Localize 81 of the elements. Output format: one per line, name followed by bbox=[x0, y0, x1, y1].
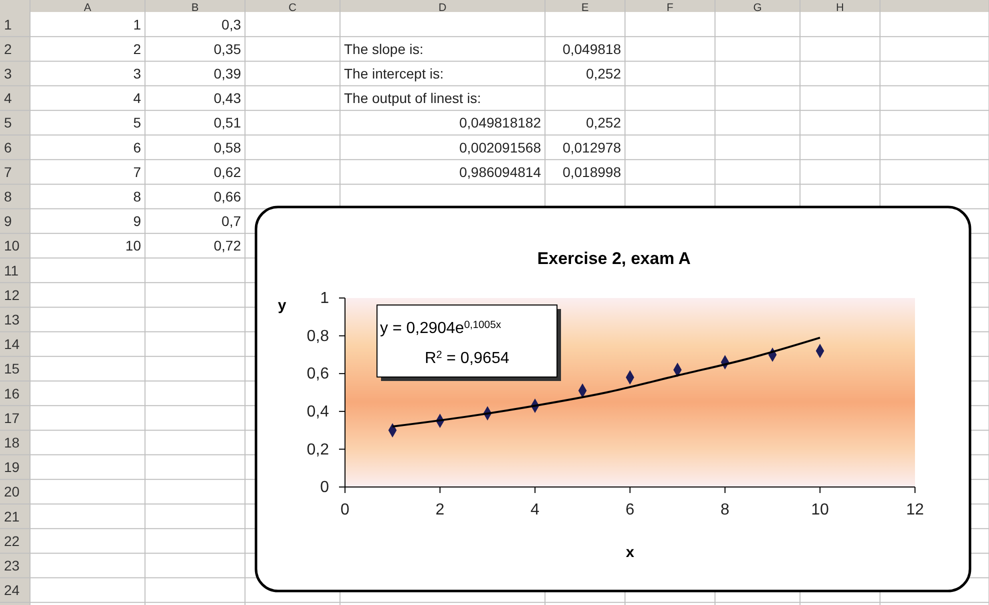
text: 10 bbox=[125, 238, 141, 254]
y-tick-label: 23 bbox=[4, 558, 20, 574]
y-tick-label: 11 bbox=[4, 262, 19, 278]
chart-title: Exercise 2, exam A bbox=[537, 249, 691, 268]
y-tick-label: 9 bbox=[4, 213, 12, 230]
text: 9 bbox=[133, 213, 141, 230]
text: The slope is: bbox=[344, 40, 424, 57]
y-tick-label: 15 bbox=[4, 360, 20, 377]
text: 0,012978 bbox=[562, 139, 621, 156]
y-tick-label: 1 bbox=[4, 16, 12, 32]
y-tick-label: 18 bbox=[4, 434, 20, 450]
text: 0,43 bbox=[214, 90, 241, 106]
y-tick-label: 13 bbox=[4, 312, 20, 328]
text: 5 bbox=[133, 114, 141, 131]
y-tick-label: 7 bbox=[4, 164, 12, 180]
x-tick-label: 0 bbox=[340, 501, 350, 518]
y-tick-label: 3 bbox=[4, 66, 12, 82]
text: 0,7 bbox=[222, 213, 241, 230]
text: 8 bbox=[133, 188, 141, 204]
y-tick-label: 5 bbox=[4, 114, 12, 131]
text: 0,35 bbox=[214, 40, 241, 57]
y-tick-label: 6 bbox=[4, 139, 12, 156]
x-tick-label: 8 bbox=[720, 501, 730, 518]
y-tick-label: 4 bbox=[4, 90, 12, 106]
y-tick-label: 0,2 bbox=[306, 441, 330, 458]
text: 4 bbox=[133, 90, 141, 106]
text: 0,3 bbox=[222, 16, 241, 32]
x-tick-label: 2 bbox=[436, 501, 445, 518]
text: 3 bbox=[133, 66, 141, 82]
x-tick-label: C bbox=[288, 2, 297, 14]
x-tick-label: D bbox=[438, 2, 447, 14]
text: 0,39 bbox=[214, 66, 241, 82]
x-tick-label: A bbox=[84, 2, 92, 14]
x-tick-label: 12 bbox=[906, 501, 924, 518]
text: 0,252 bbox=[586, 114, 621, 131]
text: 0,62 bbox=[214, 164, 241, 180]
text: 0,049818182 bbox=[459, 114, 541, 131]
text: 0,58 bbox=[214, 139, 241, 156]
text: 6 bbox=[133, 139, 141, 156]
y-tick-label: 16 bbox=[4, 385, 20, 402]
text: 7 bbox=[133, 164, 141, 180]
y-tick-label: 17 bbox=[4, 410, 20, 426]
text: 0,72 bbox=[214, 238, 241, 254]
y-tick-label: 8 bbox=[4, 188, 12, 204]
text: 0,252 bbox=[586, 66, 621, 82]
x-tick-label: 10 bbox=[811, 501, 829, 518]
y-tick-label: 21 bbox=[4, 508, 20, 524]
x-tick-label: 4 bbox=[530, 501, 540, 518]
y-tick-label: 0,6 bbox=[306, 366, 330, 383]
y-tick-label: 1 bbox=[320, 290, 330, 308]
y-tick-label: 24 bbox=[4, 582, 20, 598]
x-tick-label: H bbox=[836, 2, 844, 14]
category-label: 1 bbox=[133, 16, 141, 32]
text: The output of linest is: bbox=[344, 90, 481, 106]
text: 0,51 bbox=[214, 114, 241, 131]
text: 0,049818 bbox=[562, 40, 621, 57]
text: The intercept is: bbox=[344, 66, 444, 82]
x-tick-label: G bbox=[753, 2, 762, 14]
text: 0,018998 bbox=[562, 164, 621, 180]
text: 0,986094814 bbox=[459, 164, 541, 180]
y-axis-title: y bbox=[278, 297, 287, 314]
y-tick-label: 0,4 bbox=[306, 404, 330, 421]
y-tick-label: 0,8 bbox=[306, 328, 330, 345]
text: 0,66 bbox=[214, 188, 241, 204]
y-tick-label: 0 bbox=[320, 479, 330, 496]
annotation: R$^{2}$ = 0,9654 bbox=[424, 350, 510, 367]
x-tick-label: B bbox=[191, 2, 199, 14]
y-tick-label: 20 bbox=[4, 484, 20, 500]
x-axis-title: x bbox=[626, 544, 635, 561]
y-tick-label: 22 bbox=[4, 532, 20, 549]
annotation: y = 0,2904e$^{0,1005x}$ bbox=[380, 320, 502, 337]
category-label: 2 bbox=[133, 40, 141, 57]
y-tick-label: 2 bbox=[4, 40, 12, 57]
y-tick-label: 10 bbox=[4, 238, 20, 254]
text: 0,002091568 bbox=[459, 139, 541, 156]
y-tick-label: 14 bbox=[4, 336, 20, 352]
y-tick-label: 12 bbox=[4, 286, 20, 303]
x-tick-label: E bbox=[581, 2, 589, 14]
x-tick-label: 6 bbox=[626, 501, 635, 518]
x-tick-label: F bbox=[666, 2, 674, 14]
y-tick-label: 19 bbox=[4, 459, 20, 476]
